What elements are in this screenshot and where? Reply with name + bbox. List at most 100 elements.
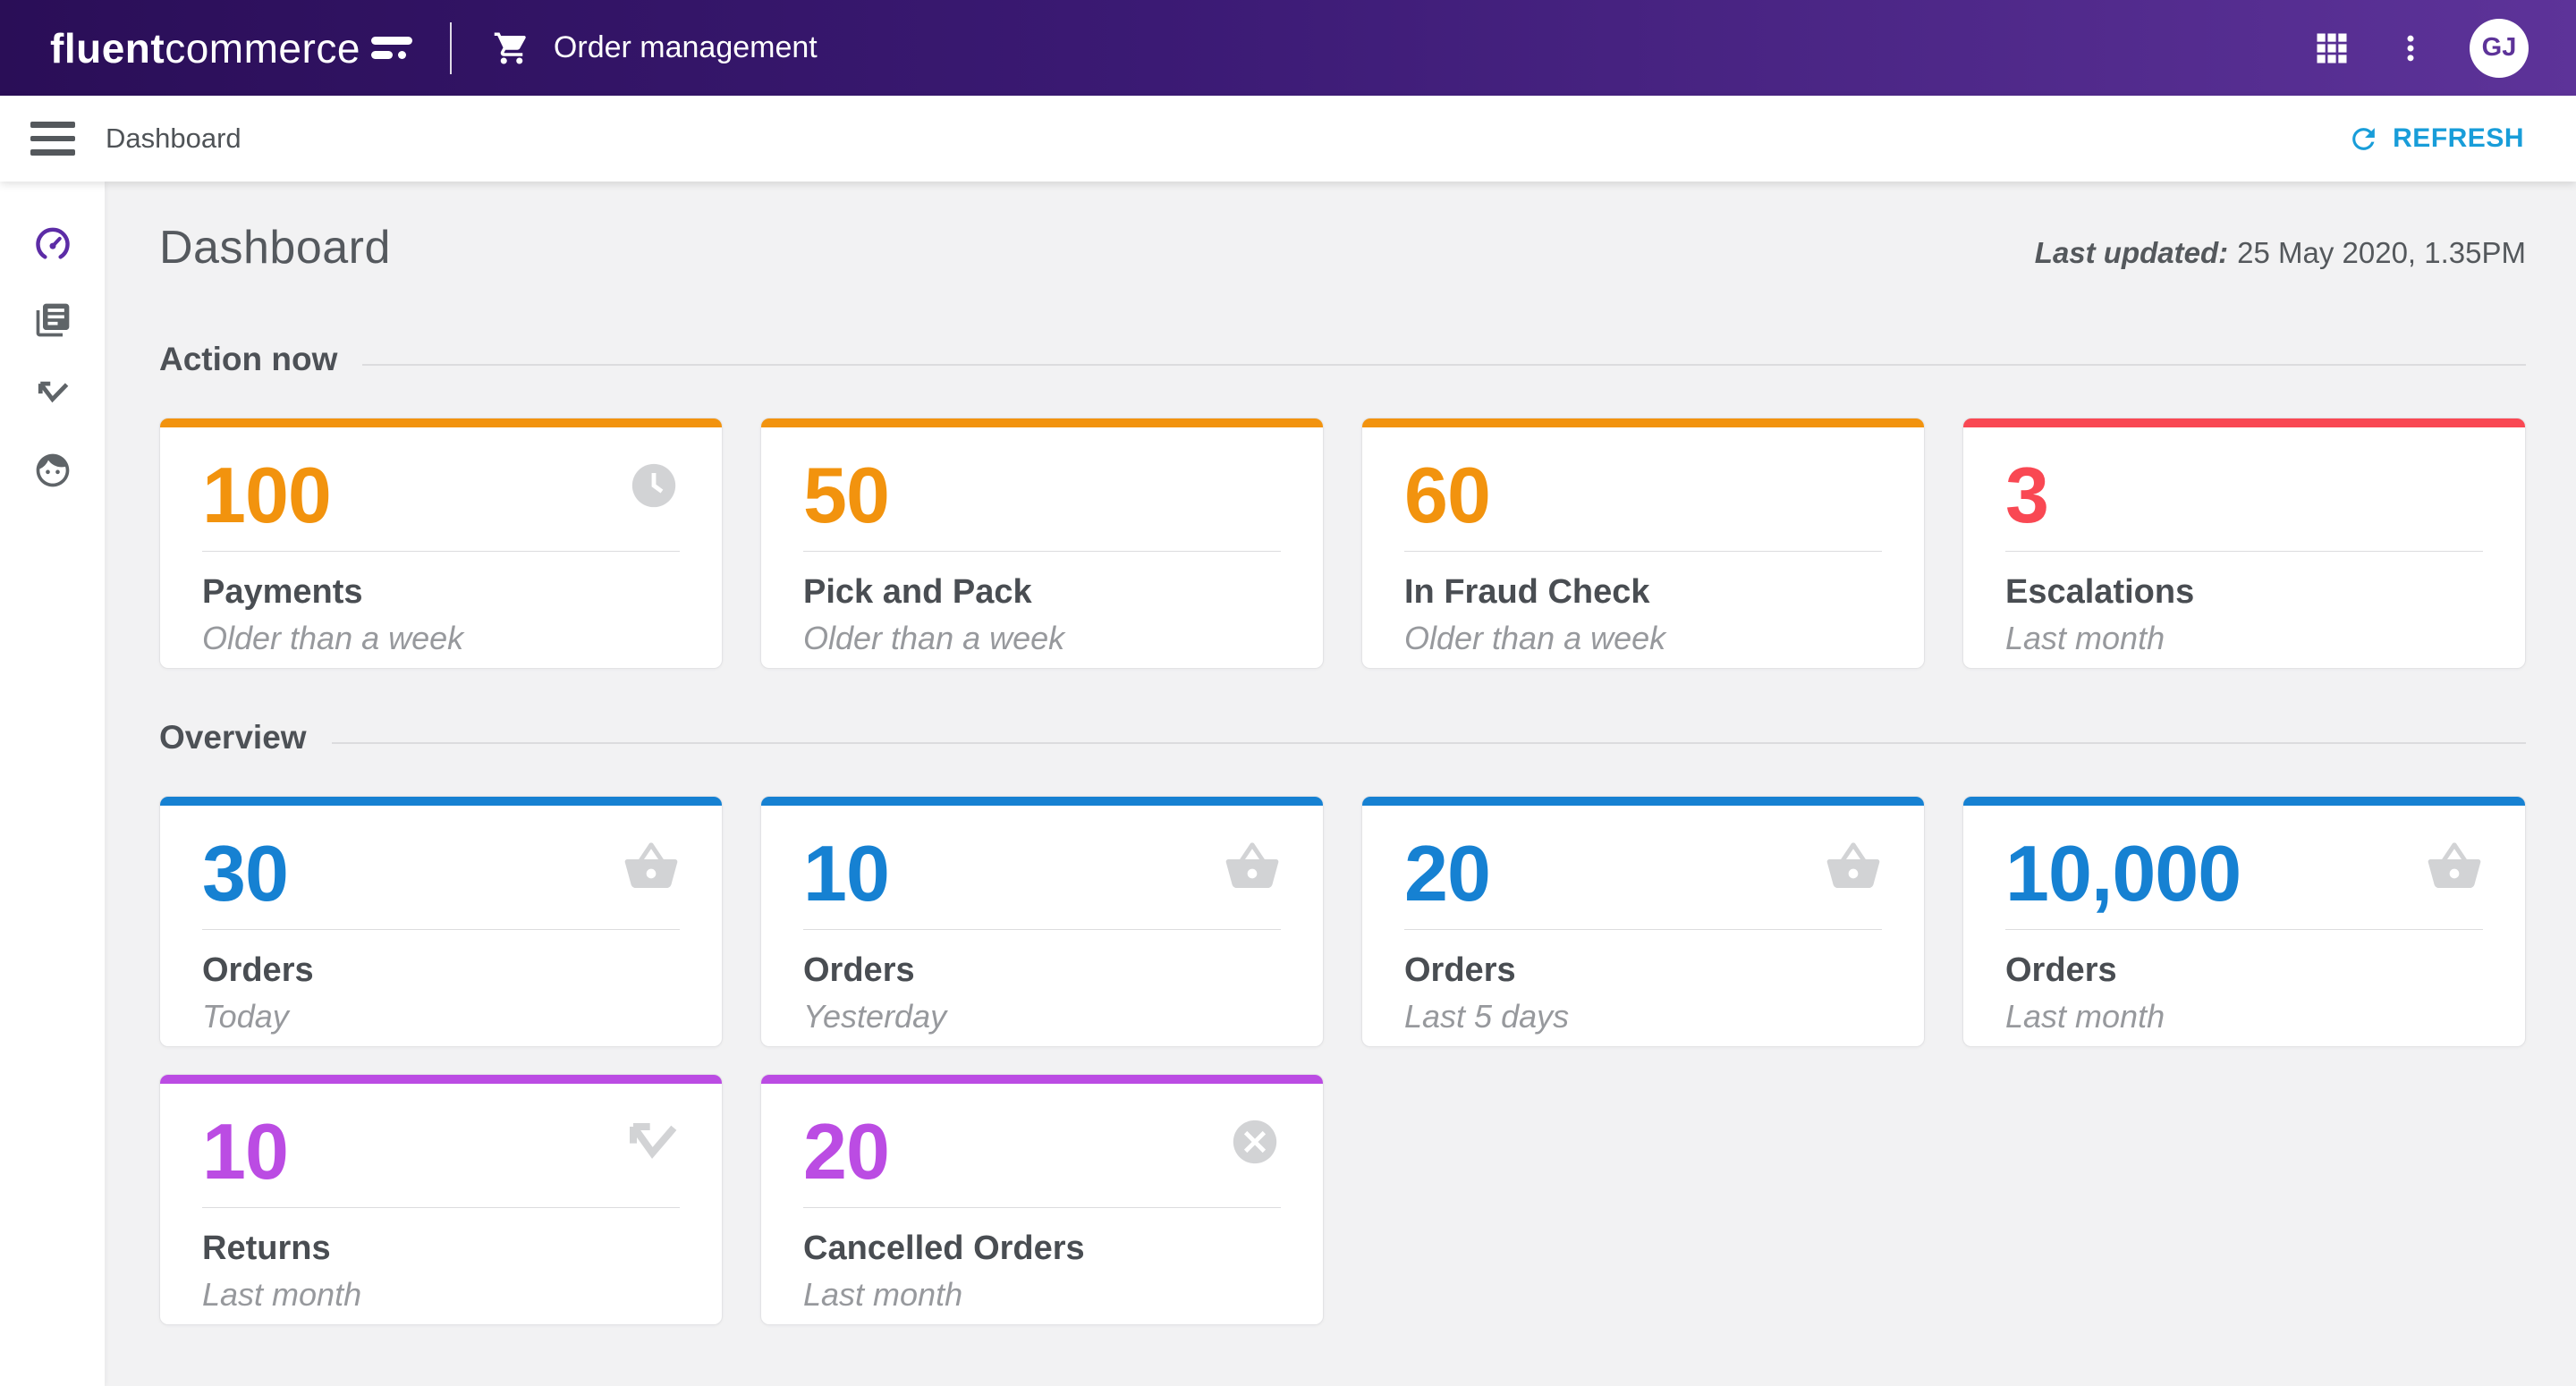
customer-face-icon (33, 451, 72, 494)
card-sublabel: Last 5 days (1404, 998, 1882, 1035)
section-divider (332, 742, 2526, 744)
app-switcher-button[interactable]: Order management (493, 30, 818, 67)
card-sublabel: Older than a week (202, 620, 680, 657)
logo-text-bold: fluent (50, 24, 165, 72)
fluentcommerce-logo: fluentcommerce (50, 24, 412, 72)
card-value: 60 (1404, 418, 1882, 535)
card-divider (1404, 551, 1882, 552)
icon-sidebar (0, 182, 105, 1386)
stat-card[interactable]: 50 Pick and Pack Older than a week (760, 418, 1324, 669)
card-value: 50 (803, 418, 1281, 535)
apps-grid-icon (2312, 29, 2351, 68)
card-divider (803, 929, 1281, 930)
card-divider (2005, 929, 2483, 930)
card-sublabel: Today (202, 998, 680, 1035)
card-label: Payments (202, 573, 680, 612)
card-value: 20 (1404, 797, 1882, 913)
card-value: 3 (2005, 418, 2483, 535)
basket-icon (1224, 838, 1281, 895)
logo-text-light: commerce (165, 24, 360, 72)
card-accent-bar (761, 1075, 1323, 1084)
sidebar-item-customer-face[interactable] (32, 452, 73, 493)
card-accent-bar (160, 797, 722, 806)
card-sublabel: Older than a week (1404, 620, 1882, 657)
card-divider (803, 1207, 1281, 1208)
stat-card[interactable]: 20 Orders Last 5 days (1361, 796, 1925, 1047)
card-label: Escalations (2005, 573, 2483, 612)
card-accent-bar (1362, 797, 1924, 806)
stat-card[interactable]: 60 In Fraud Check Older than a week (1361, 418, 1925, 669)
card-label: Orders (1404, 951, 1882, 990)
apps-grid-button[interactable] (2312, 29, 2351, 68)
section-divider (362, 364, 2526, 366)
stat-card[interactable]: 20 Cancelled Orders Last month (760, 1074, 1324, 1325)
card-accent-bar (761, 797, 1323, 806)
card-divider (202, 1207, 680, 1208)
shopping-cart-icon (493, 30, 530, 67)
last-updated-value: 25 May 2020, 1.35PM (2237, 236, 2526, 269)
page-toolbar: Dashboard REFRESH (0, 96, 2576, 182)
section-title: Action now (159, 341, 337, 378)
return-check-icon (623, 1116, 680, 1173)
card-divider (202, 551, 680, 552)
refresh-label: REFRESH (2393, 123, 2524, 154)
last-updated-label: Last updated: (2035, 236, 2228, 269)
stat-card[interactable]: 3 Escalations Last month (1962, 418, 2526, 669)
card-accent-bar (1362, 418, 1924, 427)
clock-icon (628, 460, 680, 511)
card-label: Returns (202, 1230, 680, 1268)
card-label: Orders (202, 951, 680, 990)
section-title: Overview (159, 719, 307, 756)
card-sublabel: Last month (2005, 620, 2483, 657)
card-divider (2005, 551, 2483, 552)
card-sublabel: Last month (202, 1276, 680, 1314)
toolbar-title: Dashboard (106, 123, 242, 155)
refresh-button[interactable]: REFRESH (2347, 123, 2524, 156)
top-app-bar: fluentcommerce Order management GJ (0, 0, 2576, 96)
basket-icon (623, 838, 680, 895)
stat-card[interactable]: 100 Payments Older than a week (159, 418, 723, 669)
page-title: Dashboard (159, 221, 391, 275)
orders-list-icon (33, 300, 72, 344)
app-switcher-label: Order management (554, 30, 818, 65)
card-sublabel: Yesterday (803, 998, 1281, 1035)
card-label: Pick and Pack (803, 573, 1281, 612)
card-label: Orders (2005, 951, 2483, 990)
basket-icon (1825, 838, 1882, 895)
user-avatar[interactable]: GJ (2470, 19, 2529, 78)
card-value: 10,000 (2005, 797, 2483, 913)
card-sublabel: Last month (803, 1276, 1281, 1314)
card-label: Orders (803, 951, 1281, 990)
logo-mark-icon (371, 37, 412, 59)
main-content: Dashboard Last updated: 25 May 2020, 1.35… (105, 182, 2576, 1386)
card-divider (202, 929, 680, 930)
cancel-icon (1229, 1116, 1281, 1168)
card-value: 10 (202, 1075, 680, 1191)
last-updated: Last updated: 25 May 2020, 1.35PM (2035, 236, 2526, 270)
basket-icon (2426, 838, 2483, 895)
card-value: 30 (202, 797, 680, 913)
stat-card[interactable]: 10,000 Orders Last month (1962, 796, 2526, 1047)
dashboard-gauge-icon (33, 225, 72, 269)
stat-card[interactable]: 30 Orders Today (159, 796, 723, 1047)
dashboard-section: Overview 30 Orders Today 10 Orders Yeste… (159, 719, 2526, 1325)
topbar-divider (450, 22, 452, 74)
sidebar-item-orders-list[interactable] (32, 301, 73, 342)
card-value: 10 (803, 797, 1281, 913)
card-accent-bar (761, 418, 1323, 427)
sidebar-item-returns-check[interactable] (32, 376, 73, 418)
card-divider (803, 551, 1281, 552)
sidebar-item-dashboard-gauge-active[interactable] (32, 226, 73, 267)
stat-card[interactable]: 10 Orders Yesterday (760, 796, 1324, 1047)
card-accent-bar (1963, 418, 2525, 427)
dashboard-section: Action now 100 Payments Older than a wee… (159, 341, 2526, 669)
card-value: 20 (803, 1075, 1281, 1191)
card-value: 100 (202, 418, 680, 535)
returns-check-icon (33, 376, 72, 419)
overflow-menu-button[interactable] (2393, 30, 2428, 66)
card-sublabel: Older than a week (803, 620, 1281, 657)
card-divider (1404, 929, 1882, 930)
card-accent-bar (160, 1075, 722, 1084)
menu-hamburger-button[interactable] (30, 116, 75, 161)
stat-card[interactable]: 10 Returns Last month (159, 1074, 723, 1325)
